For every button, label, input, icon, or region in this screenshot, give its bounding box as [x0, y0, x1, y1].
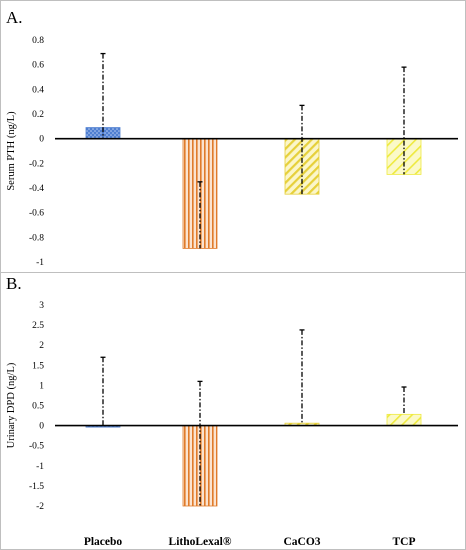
y-tick-label: 2.5 [32, 321, 44, 331]
y-tick-label: -0.8 [29, 233, 44, 243]
y-tick-label: -1 [36, 462, 44, 472]
y-tick-label: 1 [39, 381, 44, 391]
panel-b-chart: 3 2.5 2 1.5 1 0.5 0 -0.5 -1 -1.5 -2 Urinary DPD (ng… [6, 301, 458, 512]
category-label: Placebo [84, 536, 123, 548]
y-axis-label: Serum PTH (ng/L) [6, 111, 17, 191]
y-tick-label: 0 [39, 135, 44, 145]
y-tick-label: 0.5 [32, 402, 44, 412]
category-labels: Placebo LithoLexal® CaCO3 TCP [84, 536, 416, 548]
bar-caco3 [284, 138, 320, 195]
panel-b-label: B. [6, 274, 22, 293]
panel-a-label: A. [6, 8, 23, 27]
y-tick-label: 0.8 [32, 36, 44, 46]
bar-tcp [386, 413, 422, 426]
y-tick-label: -2 [36, 502, 44, 512]
panel-a-chart: 0.8 0.6 0.4 0.2 0 -0.2 -0.4 -0.6 -0.8 -1 Serum PTH… [6, 36, 458, 268]
y-tick-label: 0.6 [32, 61, 44, 71]
y-tick-label: -0.6 [29, 209, 44, 219]
y-tick-label: -1 [36, 258, 44, 268]
y-tick-label: 0.2 [32, 110, 44, 120]
category-label: TCP [393, 536, 416, 548]
y-tick-label: 3 [39, 301, 44, 311]
y-tick-label: -0.5 [29, 442, 44, 452]
y-tick-label: -0.2 [29, 159, 44, 169]
category-label: LithoLexal® [169, 536, 232, 548]
y-tick-label: 2 [39, 341, 44, 351]
y-tick-label: -0.4 [29, 184, 44, 194]
y-tick-label: -1.5 [29, 482, 44, 492]
panel-divider [0, 272, 466, 273]
y-tick-label: 0 [39, 422, 44, 432]
category-label: CaCO3 [283, 536, 320, 548]
y-axis-label: Urinary DPD (ng/L) [6, 362, 17, 448]
y-tick-label: 0.4 [32, 85, 44, 95]
y-tick-label: 1.5 [32, 361, 44, 371]
